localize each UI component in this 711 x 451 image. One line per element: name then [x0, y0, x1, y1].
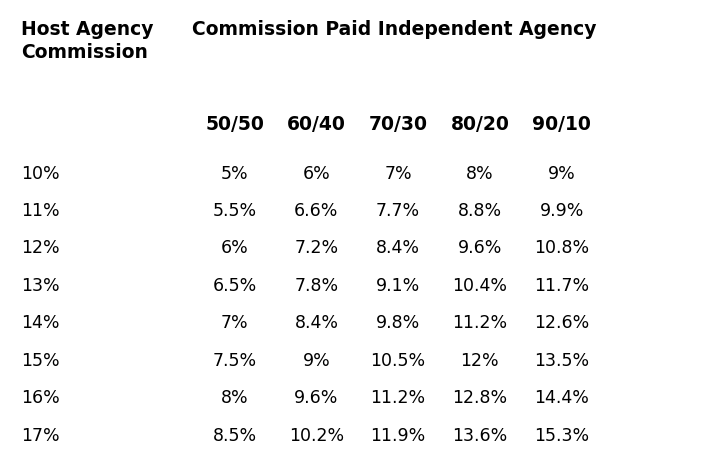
Text: 7%: 7% [221, 314, 248, 332]
Text: 8.4%: 8.4% [294, 314, 338, 332]
Text: 9.6%: 9.6% [294, 389, 338, 407]
Text: 50/50: 50/50 [205, 115, 264, 134]
Text: 60/40: 60/40 [287, 115, 346, 134]
Text: 7%: 7% [385, 165, 412, 183]
Text: 8%: 8% [221, 389, 248, 407]
Text: 14.4%: 14.4% [534, 389, 589, 407]
Text: 6%: 6% [302, 165, 331, 183]
Text: 6.6%: 6.6% [294, 202, 338, 220]
Text: 8%: 8% [466, 165, 493, 183]
Text: Commission Paid Independent Agency: Commission Paid Independent Agency [193, 20, 597, 39]
Text: 7.8%: 7.8% [294, 277, 338, 295]
Text: 90/10: 90/10 [533, 115, 591, 134]
Text: 8.8%: 8.8% [458, 202, 502, 220]
Text: 16%: 16% [21, 389, 60, 407]
Text: 6%: 6% [220, 239, 249, 258]
Text: 5%: 5% [221, 165, 248, 183]
Text: 8.4%: 8.4% [376, 239, 420, 258]
Text: 9.8%: 9.8% [376, 314, 420, 332]
Text: 12.6%: 12.6% [534, 314, 589, 332]
Text: 9%: 9% [302, 352, 331, 370]
Text: 9%: 9% [547, 165, 576, 183]
Text: 9.1%: 9.1% [376, 277, 420, 295]
Text: 70/30: 70/30 [369, 115, 427, 134]
Text: 13.6%: 13.6% [452, 427, 508, 445]
Text: 10.8%: 10.8% [534, 239, 589, 258]
Text: 11.9%: 11.9% [370, 427, 426, 445]
Text: 11.2%: 11.2% [452, 314, 508, 332]
Text: 15%: 15% [21, 352, 60, 370]
Text: 11%: 11% [21, 202, 60, 220]
Text: 17%: 17% [21, 427, 60, 445]
Text: 12%: 12% [461, 352, 499, 370]
Text: 80/20: 80/20 [451, 115, 509, 134]
Text: 12.8%: 12.8% [452, 389, 508, 407]
Text: 10.4%: 10.4% [452, 277, 508, 295]
Text: 9.6%: 9.6% [458, 239, 502, 258]
Text: 10.2%: 10.2% [289, 427, 344, 445]
Text: 13%: 13% [21, 277, 60, 295]
Text: 9.9%: 9.9% [540, 202, 584, 220]
Text: 6.5%: 6.5% [213, 277, 257, 295]
Text: 11.2%: 11.2% [370, 389, 426, 407]
Text: 15.3%: 15.3% [534, 427, 589, 445]
Text: 12%: 12% [21, 239, 60, 258]
Text: 13.5%: 13.5% [534, 352, 589, 370]
Text: 7.7%: 7.7% [376, 202, 420, 220]
Text: 11.7%: 11.7% [534, 277, 589, 295]
Text: Host Agency
Commission: Host Agency Commission [21, 20, 154, 62]
Text: 5.5%: 5.5% [213, 202, 257, 220]
Text: 7.5%: 7.5% [213, 352, 257, 370]
Text: 14%: 14% [21, 314, 60, 332]
Text: 10%: 10% [21, 165, 60, 183]
Text: 7.2%: 7.2% [294, 239, 338, 258]
Text: 8.5%: 8.5% [213, 427, 257, 445]
Text: 10.5%: 10.5% [370, 352, 426, 370]
